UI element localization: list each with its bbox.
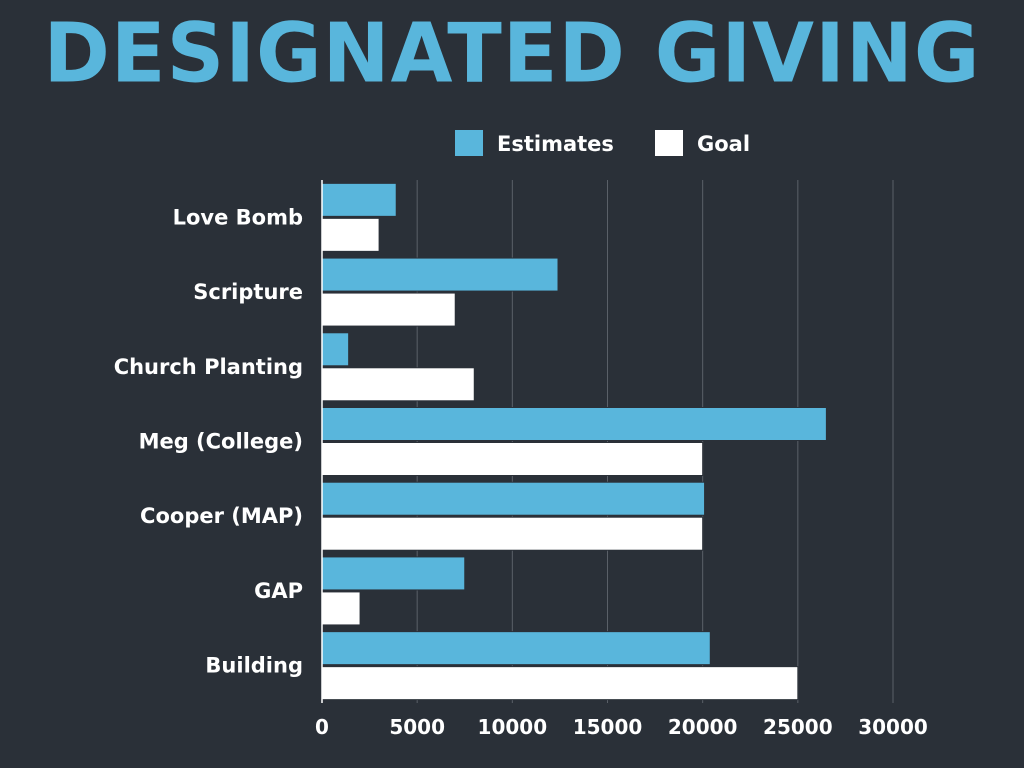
bar-estimates-6 bbox=[321, 631, 711, 666]
legend-label-estimates: Estimates bbox=[497, 132, 614, 156]
category-label: Cooper (MAP) bbox=[140, 504, 303, 528]
category-label: Building bbox=[205, 654, 303, 678]
x-tick-label: 0 bbox=[315, 715, 329, 739]
x-tick-label: 10000 bbox=[478, 715, 548, 739]
bar-goal-6 bbox=[321, 666, 799, 701]
x-tick-labels: 0 5000 10000 15000 20000 25000 30000 bbox=[315, 715, 928, 739]
legend-label-goal: Goal bbox=[697, 132, 750, 156]
x-tick-label: 5000 bbox=[389, 715, 445, 739]
bar-goal-3 bbox=[321, 442, 704, 476]
bar-estimates-2 bbox=[321, 332, 350, 367]
bar-goal-4 bbox=[321, 516, 704, 551]
category-label: Meg (College) bbox=[139, 430, 303, 454]
x-tick-label: 15000 bbox=[573, 715, 643, 739]
category-labels: Love Bomb Scripture Church Planting Meg (Co… bbox=[114, 205, 303, 677]
bars bbox=[321, 182, 827, 701]
category-label: GAP bbox=[254, 579, 303, 603]
bar-estimates-3 bbox=[321, 407, 827, 441]
x-tick-label: 25000 bbox=[763, 715, 833, 739]
bar-goal-0 bbox=[321, 217, 380, 252]
legend-swatch-goal bbox=[655, 130, 683, 156]
chart-title: DESIGNATED GIVING bbox=[43, 6, 981, 101]
bar-goal-1 bbox=[321, 292, 456, 327]
bar-goal-5 bbox=[321, 591, 361, 626]
bar-goal-2 bbox=[321, 367, 475, 402]
x-tick-label: 20000 bbox=[668, 715, 738, 739]
category-label: Church Planting bbox=[114, 355, 303, 379]
legend: Estimates Goal bbox=[455, 130, 750, 156]
bar-estimates-4 bbox=[321, 481, 706, 516]
category-label: Love Bomb bbox=[173, 205, 303, 229]
bar-estimates-1 bbox=[321, 257, 559, 292]
x-tick-label: 30000 bbox=[858, 715, 928, 739]
bar-estimates-0 bbox=[321, 182, 397, 217]
bar-estimates-5 bbox=[321, 556, 466, 591]
category-label: Scripture bbox=[193, 280, 303, 304]
legend-swatch-estimates bbox=[455, 130, 483, 156]
